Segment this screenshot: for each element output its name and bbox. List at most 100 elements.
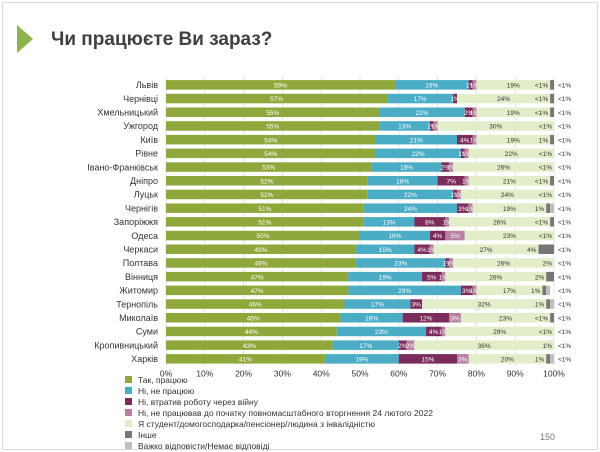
data-label: 45% <box>247 315 260 322</box>
bar-segment <box>457 189 461 200</box>
data-label: 5% <box>427 274 437 281</box>
data-label: 1% <box>531 288 541 295</box>
bar-segment <box>387 93 454 104</box>
category-label: Тернопіль <box>116 299 158 309</box>
legend-item: Інше <box>125 429 433 440</box>
legend-label: Ні, втратив роботу через війну <box>138 396 259 407</box>
data-label: 15% <box>379 247 392 254</box>
bar-segment <box>468 203 473 213</box>
bar-segment <box>375 148 461 159</box>
x-tick-label: 80% <box>468 369 485 379</box>
data-label: <1% <box>558 165 571 172</box>
data-label: <1% <box>558 178 571 185</box>
bar-segment <box>457 93 551 104</box>
bar-segment <box>375 134 457 145</box>
data-label: <1% <box>539 329 552 336</box>
data-label: <1% <box>558 110 571 117</box>
bar-segment <box>406 340 415 350</box>
bar-segment <box>166 271 349 282</box>
bar-segment <box>464 148 469 159</box>
bar-segment <box>460 285 473 296</box>
bar-segment <box>166 285 349 296</box>
data-label: 1% <box>462 178 472 185</box>
data-label: 32% <box>478 302 491 309</box>
category-label: Ужгород <box>123 121 158 131</box>
data-label: 22% <box>505 151 518 158</box>
bar-segment <box>550 80 554 90</box>
legend-label: Ні, не працюю <box>138 385 195 396</box>
data-label: <1% <box>558 233 571 240</box>
legend-swatch <box>125 442 132 449</box>
bar-segment <box>441 162 450 172</box>
category-label: Чернігів <box>125 203 158 213</box>
data-label: 19% <box>507 82 520 89</box>
data-label: 1% <box>535 302 545 309</box>
bar-segment <box>550 203 554 213</box>
legend-item: Ні, не працюю <box>125 385 433 396</box>
bar-segment <box>363 217 415 227</box>
bar-segment <box>550 93 554 104</box>
data-label: 30% <box>489 124 502 131</box>
bar-segment <box>550 299 554 309</box>
data-label: 23% <box>375 329 388 336</box>
data-label: 29% <box>493 329 506 336</box>
data-label: <1% <box>535 219 548 226</box>
data-label: 12% <box>419 315 432 322</box>
data-label: 26% <box>497 165 510 172</box>
bar-segment <box>414 340 554 350</box>
bar-segment <box>166 148 376 159</box>
data-label: 20% <box>501 356 514 363</box>
bar-segment <box>449 217 551 227</box>
data-label: <1% <box>558 274 571 281</box>
bar-segment <box>546 285 551 296</box>
bar-segment <box>550 176 554 186</box>
legend-swatch <box>125 387 132 394</box>
data-label: 1% <box>439 274 449 281</box>
page-title: Чи працюєте Ви зараз? <box>51 29 273 50</box>
data-label: 1% <box>446 261 456 268</box>
legend-label: Так, працюю <box>138 374 188 385</box>
data-label: 1% <box>470 288 480 295</box>
data-label: 2% <box>464 110 474 117</box>
bar-segment <box>166 176 368 186</box>
bar-segment <box>166 189 368 200</box>
data-label: 2% <box>543 261 553 268</box>
data-label: 54% <box>264 137 277 144</box>
data-label: 1% <box>458 151 468 158</box>
data-label: 1% <box>466 82 476 89</box>
data-label: <1% <box>558 247 571 254</box>
data-label: 1% <box>454 192 464 199</box>
data-label: 19% <box>507 137 520 144</box>
data-label: 13% <box>398 124 411 131</box>
legend-item: Я студент/домогосподарка/пенсіонер/людин… <box>125 418 433 429</box>
data-label: 18% <box>388 233 401 240</box>
data-label: 3% <box>462 288 472 295</box>
data-label: 26% <box>493 219 506 226</box>
bar-segment <box>453 189 457 200</box>
data-label: 1% <box>466 206 476 213</box>
bar-segment <box>460 189 554 200</box>
data-label: 1% <box>470 82 480 89</box>
bar-segment <box>166 313 341 323</box>
bar-segment <box>360 230 430 241</box>
bar-segment <box>166 121 380 131</box>
category-label: Івано-Франківськ <box>87 162 158 172</box>
legend-swatch <box>125 431 132 438</box>
data-label: 2% <box>406 343 416 350</box>
data-label: <1% <box>558 206 571 213</box>
data-label: 3% <box>458 206 468 213</box>
data-label: <1% <box>558 329 571 336</box>
bar-segment <box>398 340 407 350</box>
chart-legend: Так, працюю Ні, не працюю Ні, втратив робо… <box>125 374 433 451</box>
data-label: <1% <box>558 82 571 89</box>
bar-segment <box>550 134 554 145</box>
data-label: 17% <box>371 302 384 309</box>
bar-segment <box>445 217 450 227</box>
data-label: 52% <box>260 178 273 185</box>
bar-segment <box>453 93 457 104</box>
bar-segment <box>437 121 554 131</box>
data-label: 43% <box>243 343 256 350</box>
data-label: 19% <box>425 82 438 89</box>
bar-segment <box>363 203 457 213</box>
data-label: 46% <box>249 302 262 309</box>
